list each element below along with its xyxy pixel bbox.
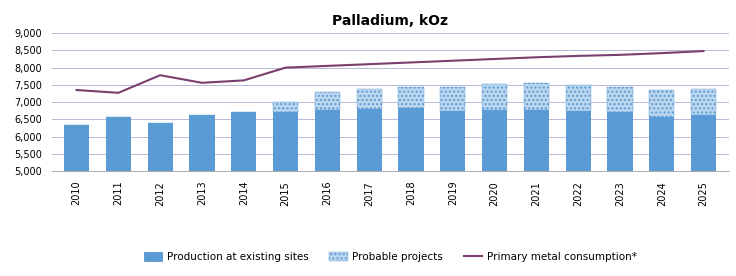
Bar (524, 83, 549, 110)
Legend: Production at existing sites, Probable projects, Primary metal consumption*: Production at existing sites, Probable p… (140, 248, 640, 266)
Bar (649, 116, 674, 276)
Bar (106, 116, 131, 276)
Bar (607, 87, 632, 113)
Bar (357, 89, 382, 109)
Bar (691, 89, 716, 115)
Bar (440, 87, 465, 111)
Bar (357, 109, 382, 276)
Bar (273, 102, 298, 112)
Bar (649, 90, 674, 116)
Bar (189, 115, 214, 276)
Bar (524, 110, 549, 276)
Bar (440, 111, 465, 276)
Bar (148, 123, 173, 276)
Bar (398, 87, 423, 108)
Bar (566, 85, 591, 111)
Bar (398, 108, 423, 276)
Bar (482, 84, 507, 110)
Bar (273, 112, 298, 276)
Bar (607, 113, 632, 276)
Bar (231, 113, 256, 276)
Bar (64, 124, 89, 276)
Bar (482, 110, 507, 276)
Title: Palladium, kOz: Palladium, kOz (332, 14, 448, 28)
Bar (691, 115, 716, 276)
Bar (315, 110, 340, 276)
Bar (315, 92, 340, 110)
Bar (566, 111, 591, 276)
